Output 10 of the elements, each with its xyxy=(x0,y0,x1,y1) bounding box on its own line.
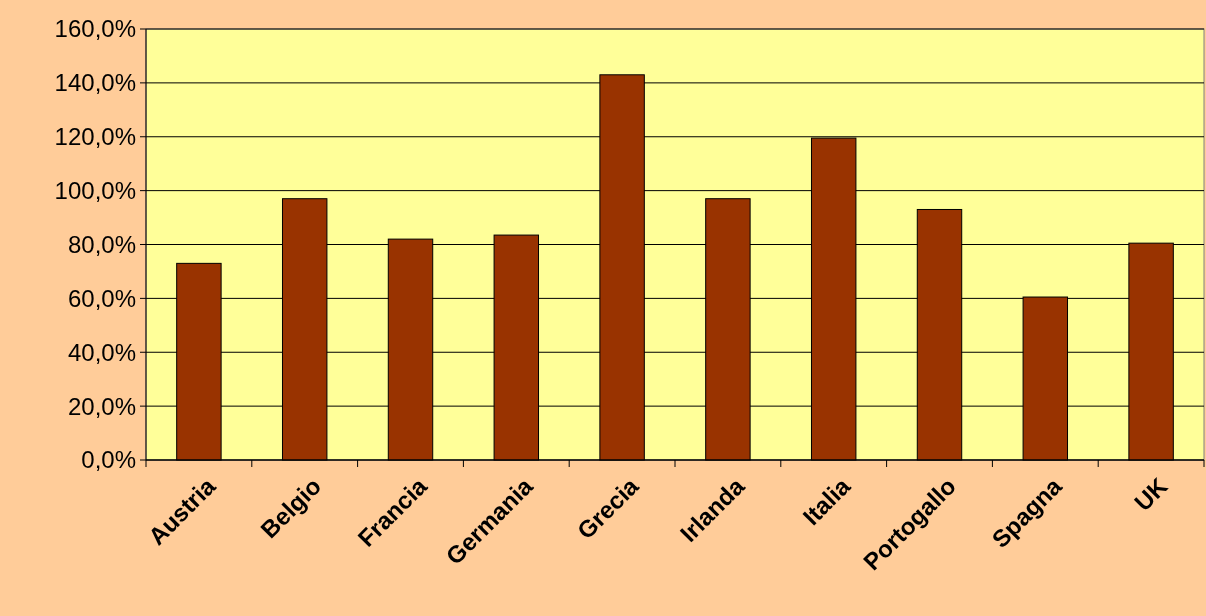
y-tick-label: 100,0% xyxy=(54,177,136,205)
y-tick-label: 20,0% xyxy=(67,392,136,420)
y-tick-label: 160,0% xyxy=(54,15,136,43)
y-tick-label: 0,0% xyxy=(81,446,136,474)
x-tick-label: UK xyxy=(1128,471,1174,516)
y-tick-label: 80,0% xyxy=(67,230,136,258)
y-tick-label: 60,0% xyxy=(67,284,136,312)
y-tick-label: 140,0% xyxy=(54,69,136,97)
y-tick-label: 120,0% xyxy=(54,123,136,151)
y-tick-label: 40,0% xyxy=(67,338,136,366)
